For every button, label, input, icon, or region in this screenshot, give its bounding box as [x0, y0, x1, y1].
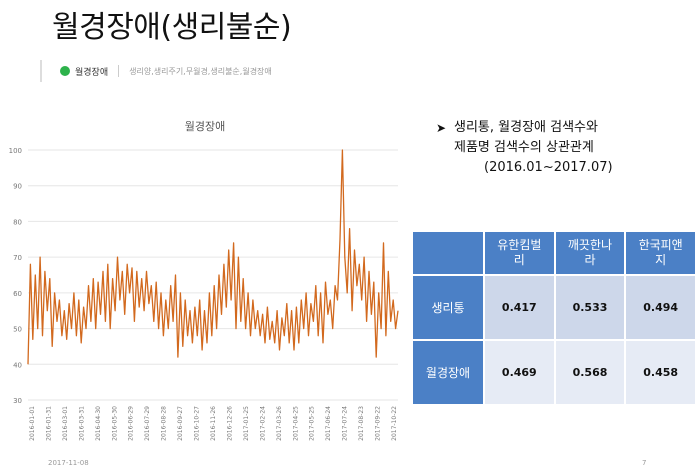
- x-tick-label: 2017-07-24: [342, 406, 349, 441]
- x-tick-label: 2016-01-01: [29, 406, 36, 441]
- legend-separator: [118, 65, 120, 77]
- x-tick-label: 2017-04-25: [292, 406, 299, 441]
- x-tick-label: 2016-08-28: [161, 406, 168, 441]
- x-tick-label: 2016-09-27: [177, 406, 184, 441]
- y-tick-label: 40: [13, 361, 22, 369]
- note-line-3: (2016.01~2017.07): [484, 160, 613, 175]
- x-tick-label: 2016-05-30: [111, 406, 118, 441]
- page-title: 월경장애(생리불순): [52, 10, 292, 45]
- y-tick-label: 50: [13, 326, 22, 334]
- col-header-kkaekkeut: 깨끗한나 라: [553, 230, 627, 276]
- table-cell: 0.417: [483, 274, 556, 341]
- y-tick-label: 90: [13, 183, 22, 191]
- x-tick-label: 2017-09-22: [375, 406, 382, 441]
- table-cell: 0.494: [624, 274, 697, 341]
- y-tick-label: 70: [13, 254, 22, 262]
- legend-bar: 월경장애 생리양,생리주기,무월경,생리불순,월경장애: [44, 56, 379, 86]
- x-tick-label: 2016-12-26: [226, 406, 233, 441]
- row-header-pain: 생리통: [411, 274, 485, 341]
- table-cell: 0.568: [553, 339, 627, 406]
- series-line: [27, 149, 399, 365]
- line-chart: 30 40 50 60 70 80 90 100 2016-01-01 2016-01-31 201…: [9, 147, 399, 441]
- table-cell: 0.469: [483, 339, 556, 406]
- x-tick-label: 2017-06-24: [325, 406, 332, 441]
- note-line-1: 생리통, 월경장애 검색수와: [454, 120, 598, 135]
- x-tick-label: 2016-07-29: [144, 406, 151, 441]
- x-tick-label: 2017-08-23: [358, 406, 365, 441]
- x-tick-label: 2016-03-01: [62, 406, 69, 441]
- col-header-pg: 한국피앤 지: [624, 230, 697, 276]
- note-line-2: 제품명 검색수의 상관관계: [454, 140, 594, 155]
- x-tick-label: 2017-05-25: [309, 406, 316, 441]
- chart-title: 월경장애: [184, 120, 226, 133]
- x-tick-label: 2017-10-22: [391, 406, 398, 441]
- x-tick-label: 2016-04-30: [95, 406, 102, 441]
- footer-date: 2017-11-08: [48, 459, 89, 467]
- x-tick-label: 2016-03-31: [78, 406, 85, 441]
- legend-divider: [40, 60, 42, 82]
- arrow-bullet-icon: ➤: [436, 121, 447, 135]
- x-tick-label: 2016-01-31: [45, 406, 52, 441]
- x-tick-label: 2017-02-24: [259, 406, 266, 441]
- x-tick-label: 2016-06-29: [128, 406, 135, 441]
- x-tick-label: 2016-10-27: [194, 406, 201, 441]
- y-tick-label: 60: [13, 290, 22, 298]
- x-tick-label: 2016-11-26: [210, 406, 217, 441]
- table-corner: [411, 230, 485, 276]
- table-cell: 0.533: [553, 274, 627, 341]
- legend-keywords: 생리양,생리주기,무월경,생리불순,월경장애: [129, 66, 272, 76]
- x-tick-label: 2017-01-25: [243, 406, 250, 441]
- y-tick-label: 30: [13, 397, 22, 405]
- correlation-note: ➤ 생리통, 월경장애 검색수와 제품명 검색수의 상관관계 (2016.01~…: [436, 118, 696, 178]
- green-dot-icon: [60, 66, 70, 76]
- footer-page-number: 7: [642, 459, 647, 467]
- legend-main-label: 월경장애: [75, 67, 109, 78]
- correlation-table: 유한킴벌 리 깨끗한나 라 한국피앤 지 생리통 0.417 0.533 0.494 …: [411, 230, 697, 406]
- x-tick-label: 2017-03-26: [276, 406, 283, 441]
- y-tick-label: 80: [13, 218, 22, 226]
- col-header-yuhan: 유한킴벌 리: [483, 230, 556, 276]
- y-tick-label: 100: [9, 147, 22, 155]
- table-cell: 0.458: [624, 339, 697, 406]
- row-header-disorder: 월경장애: [411, 339, 485, 406]
